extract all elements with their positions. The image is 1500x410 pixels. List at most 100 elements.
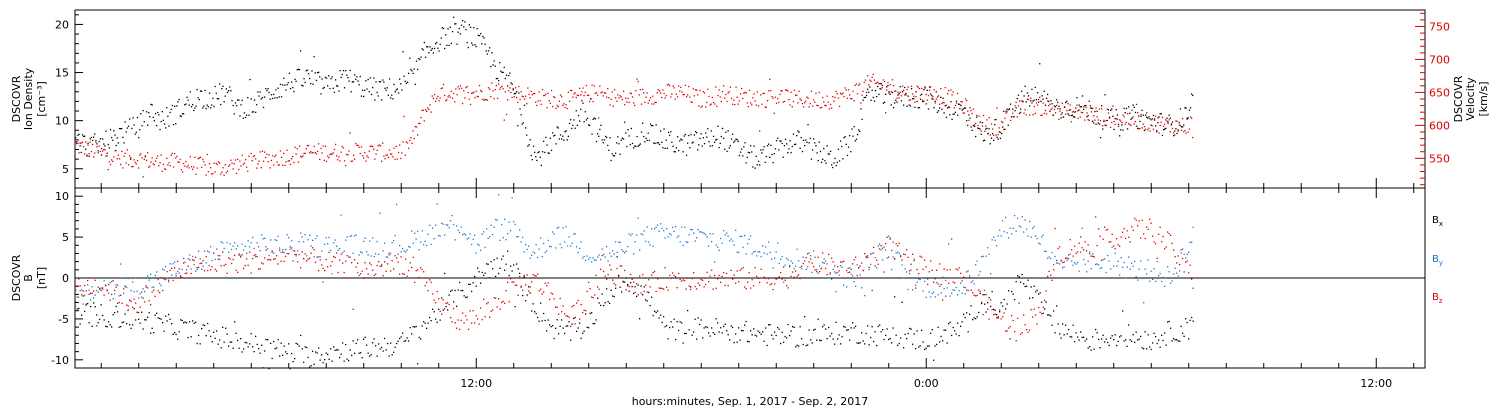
bx-point (612, 295, 614, 297)
velocity-point (527, 87, 529, 89)
velocity-point (999, 131, 1002, 133)
bz-point (865, 255, 867, 258)
bx-point (225, 327, 227, 329)
bz-point (537, 273, 539, 275)
velocity-point (349, 132, 351, 134)
bx-point (1174, 339, 1176, 341)
density-point (1103, 120, 1105, 123)
bx-point (108, 321, 110, 323)
density-point (78, 133, 80, 135)
density-point (132, 117, 134, 119)
bx-point (990, 305, 992, 308)
density-point (336, 85, 338, 87)
bz-point (894, 258, 896, 260)
bx-point (163, 330, 165, 332)
bz-point (1081, 247, 1083, 249)
by-point (249, 246, 251, 248)
density-point (220, 103, 222, 106)
velocity-point (230, 159, 232, 161)
bx-point (510, 265, 512, 267)
bz-point (415, 270, 417, 272)
bz-point (406, 275, 408, 277)
bx-point (252, 346, 254, 348)
bx-point (642, 294, 644, 296)
by-point (1020, 226, 1022, 228)
velocity-point (287, 160, 289, 162)
bz-point (1089, 253, 1091, 255)
bz-point (487, 301, 489, 304)
bx-point (738, 327, 740, 329)
by-point (1056, 262, 1058, 264)
bz-point (988, 318, 990, 320)
bx-point (220, 347, 222, 349)
density-point (544, 151, 546, 154)
by-point (1095, 263, 1097, 266)
bz-point (439, 310, 441, 313)
velocity-point (1126, 113, 1129, 115)
velocity-point (1029, 114, 1031, 116)
density-point (447, 28, 449, 30)
by-point (1141, 277, 1143, 280)
density-point (270, 94, 273, 96)
bx-point (1051, 324, 1053, 326)
by-point (328, 236, 330, 239)
bx-point (540, 302, 542, 304)
velocity-point (593, 85, 595, 87)
density-point (517, 125, 519, 127)
bz-point (618, 275, 620, 278)
by-point (1066, 259, 1068, 261)
bz-point (337, 271, 339, 274)
bx-point (624, 281, 626, 283)
velocity-point (957, 92, 959, 95)
density-point (328, 75, 330, 77)
by-point (340, 214, 342, 216)
velocity-point (462, 102, 464, 105)
by-point (319, 256, 321, 258)
bz-point (663, 288, 665, 290)
density-point (339, 70, 341, 72)
density-point (808, 142, 810, 144)
velocity-point (207, 171, 209, 173)
bz-point (922, 268, 924, 270)
bz-point (1071, 249, 1073, 251)
bx-point (676, 321, 678, 323)
velocity-point (1188, 128, 1191, 130)
by-point (879, 243, 881, 245)
density-point (765, 155, 767, 158)
by-point (670, 234, 672, 236)
bx-point (1062, 323, 1064, 325)
bz-point (372, 269, 374, 271)
density-point (1107, 109, 1110, 111)
bx-point (259, 352, 261, 354)
bx-point (766, 344, 768, 347)
density-point (582, 102, 584, 104)
bx-point (1123, 340, 1125, 342)
density-point (579, 120, 581, 122)
velocity-point (879, 82, 881, 85)
by-point (646, 226, 648, 228)
by-point (144, 290, 146, 293)
velocity-point (78, 152, 80, 154)
velocity-point (171, 152, 173, 154)
by-point (571, 242, 573, 244)
bz-point (1056, 259, 1058, 262)
bx-point (1039, 292, 1041, 294)
density-point (628, 135, 630, 137)
by-point (919, 278, 921, 281)
bz-point (106, 290, 108, 292)
velocity-point (595, 92, 598, 94)
by-point (1012, 227, 1014, 229)
velocity-point (1051, 107, 1053, 109)
velocity-point (952, 91, 954, 93)
by-point (615, 241, 617, 243)
density-point (347, 77, 349, 79)
velocity-point (131, 166, 133, 168)
by-point (625, 250, 627, 252)
bx-point (261, 344, 263, 346)
density-point (610, 159, 612, 162)
by-point (375, 253, 377, 255)
density-point (224, 95, 226, 97)
by-point (627, 246, 629, 248)
density-point (968, 114, 970, 116)
